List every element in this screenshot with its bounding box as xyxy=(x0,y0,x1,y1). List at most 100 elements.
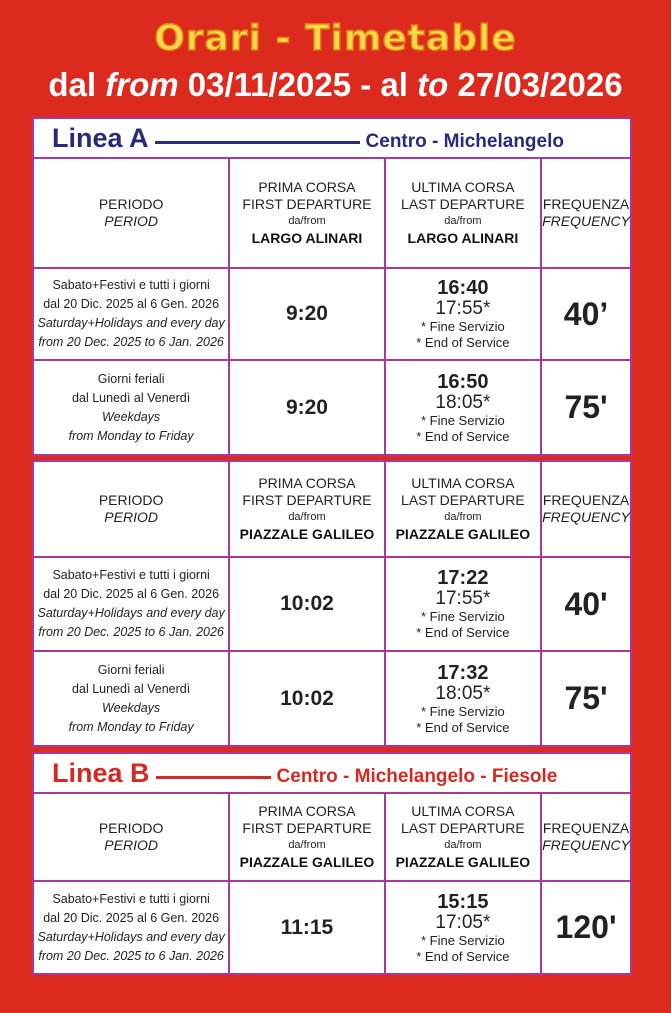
line-name: Linea B xyxy=(52,757,150,788)
period-en-dates: from 20 Dec. 2025 to 6 Jan. 2026 xyxy=(38,335,224,349)
period-it: Giorni feriali xyxy=(97,662,165,677)
period-cell: Giorni feriali dal Lunedì al Venerdì Weekd… xyxy=(31,359,231,456)
end-of-service-note: * End of Service xyxy=(416,625,510,640)
period-header: PERIODO PERIOD xyxy=(31,157,231,269)
line-divider xyxy=(155,775,271,779)
first-departure-time: 10:02 xyxy=(228,650,386,747)
timetable-section: Linea B Centro - Michelangelo - Fiesole PE… xyxy=(31,752,632,975)
first-departure-time: 10:02 xyxy=(228,556,386,652)
last-departure-cell: 17:32 18:05* * Fine Servizio * End of Servi… xyxy=(383,650,543,747)
dafrom-label: da/from xyxy=(288,511,326,523)
first-label: FIRST DEPARTURE xyxy=(242,820,372,836)
period-en: Saturday+Holidays and every day xyxy=(37,316,225,330)
fine-servizio-note: * Fine Servizio xyxy=(420,609,505,624)
frequenza-label: FREQUENZA xyxy=(542,492,630,508)
origin-stop: PIAZZALE GALILEO xyxy=(395,854,531,870)
period-cell: Sabato+Festivi e tutti i giorni dal 20 Di… xyxy=(31,556,231,652)
frequency-header: FREQUENZA FREQUENCY xyxy=(540,460,632,558)
last-departure-cell: 17:22 17:55* * Fine Servizio * End of Servi… xyxy=(383,556,543,652)
frequency-label: FREQUENCY xyxy=(542,213,630,229)
origin-stop: LARGO ALINARI xyxy=(251,230,363,246)
period-it-dates: dal 20 Dic. 2025 al 6 Gen. 2026 xyxy=(43,910,220,925)
dafrom-label: da/from xyxy=(288,215,326,227)
last-departure-time: 15:15 xyxy=(437,890,489,913)
ultima-label: ULTIMA CORSA xyxy=(411,179,515,195)
header-row: PERIODO PERIOD PRIMA CORSA FIRST DEPARTURE d… xyxy=(31,792,632,882)
end-of-service-note: * End of Service xyxy=(416,719,510,735)
period-label: PERIOD xyxy=(104,837,158,853)
first-departure-time: 9:20 xyxy=(228,267,386,361)
periodo-label: PERIODO xyxy=(98,492,164,508)
end-of-service-time: 18:05* xyxy=(435,682,491,704)
table-row: Giorni feriali dal Lunedì al Venerdì Weekd… xyxy=(31,650,632,747)
table-row: Giorni feriali dal Lunedì al Venerdì Weekd… xyxy=(31,359,632,456)
header-row: PERIODO PERIOD PRIMA CORSA FIRST DEPARTURE d… xyxy=(31,460,632,558)
origin-stop: PIAZZALE GALILEO xyxy=(239,854,375,870)
end-of-service-time: 17:55* xyxy=(435,298,491,319)
period-cell: Giorni feriali dal Lunedì al Venerdì Weekd… xyxy=(31,650,231,747)
frequency-value: 75' xyxy=(540,359,632,456)
frequency-value: 40’ xyxy=(540,267,632,361)
last-departure-header: ULTIMA CORSA LAST DEPARTURE da/from PIAZZAL… xyxy=(383,460,543,558)
dal-label: dal xyxy=(48,66,97,103)
ultima-label: ULTIMA CORSA xyxy=(411,803,515,819)
last-label: LAST DEPARTURE xyxy=(401,492,525,508)
last-label: LAST DEPARTURE xyxy=(401,196,525,212)
table-row: Sabato+Festivi e tutti i giorni dal 20 Di… xyxy=(31,556,632,652)
period-header: PERIODO PERIOD xyxy=(31,792,231,882)
last-departure-time: 16:40 xyxy=(437,277,489,299)
validity-dates: dal from 03/11/2025 - al to 27/03/2026 xyxy=(0,66,671,104)
period-label: PERIOD xyxy=(104,509,158,525)
header-row: PERIODO PERIOD PRIMA CORSA FIRST DEPARTURE d… xyxy=(31,157,632,269)
ultima-label: ULTIMA CORSA xyxy=(411,475,515,491)
periodo-label: PERIODO xyxy=(98,820,164,836)
frequency-header: FREQUENZA FREQUENCY xyxy=(540,792,632,882)
table-row: Sabato+Festivi e tutti i giorni dal 20 Di… xyxy=(31,267,632,361)
first-departure-time: 9:20 xyxy=(228,359,386,456)
frequency-value: 40' xyxy=(540,556,632,652)
periodo-label: PERIODO xyxy=(98,196,164,212)
period-header: PERIODO PERIOD xyxy=(31,460,231,558)
period-it: Giorni feriali xyxy=(97,371,165,386)
last-departure-cell: 15:15 17:05* * Fine Servizio * End of Servi… xyxy=(383,880,543,975)
line-name: Linea A xyxy=(52,122,149,153)
period-en: Saturday+Holidays and every day xyxy=(37,929,225,944)
frequenza-label: FREQUENZA xyxy=(542,196,630,212)
period-cell: Sabato+Festivi e tutti i giorni dal 20 Di… xyxy=(31,880,231,975)
period-it: Sabato+Festivi e tutti i giorni xyxy=(52,278,210,292)
period-en-dates: from Monday to Friday xyxy=(68,428,194,443)
last-label: LAST DEPARTURE xyxy=(401,820,525,836)
frequenza-label: FREQUENZA xyxy=(542,820,630,836)
line-header: Linea B Centro - Michelangelo - Fiesole xyxy=(32,752,632,794)
frequency-label: FREQUENCY xyxy=(542,509,630,525)
period-en: Weekdays xyxy=(102,700,161,715)
start-date: 03/11/2025 - al xyxy=(187,66,408,103)
period-en-dates: from Monday to Friday xyxy=(68,719,194,734)
period-cell: Sabato+Festivi e tutti i giorni dal 20 Di… xyxy=(31,267,231,361)
last-departure-time: 17:22 xyxy=(437,567,489,589)
origin-stop: LARGO ALINARI xyxy=(407,230,519,246)
period-en-dates: from 20 Dec. 2025 to 6 Jan. 2026 xyxy=(38,625,224,639)
end-of-service-note: * End of Service xyxy=(416,948,510,964)
fine-servizio-note: * Fine Servizio xyxy=(420,703,505,719)
dafrom-label: da/from xyxy=(444,511,482,523)
period-it-dates: dal 20 Dic. 2025 al 6 Gen. 2026 xyxy=(43,587,220,601)
origin-stop: PIAZZALE GALILEO xyxy=(239,526,375,542)
period-en-dates: from 20 Dec. 2025 to 6 Jan. 2026 xyxy=(38,948,224,963)
timetable-section: Linea A Centro - Michelangelo PERIODO PERIO… xyxy=(31,117,632,456)
line-divider xyxy=(154,140,360,144)
origin-stop: PIAZZALE GALILEO xyxy=(395,526,531,542)
period-en: Weekdays xyxy=(102,409,161,424)
prima-label: PRIMA CORSA xyxy=(258,803,356,819)
last-departure-time: 16:50 xyxy=(437,370,489,393)
period-it: Sabato+Festivi e tutti i giorni xyxy=(52,891,210,906)
from-label: from xyxy=(105,66,179,103)
first-departure-header: PRIMA CORSA FIRST DEPARTURE da/from PIAZZAL… xyxy=(228,460,386,558)
prima-label: PRIMA CORSA xyxy=(258,475,356,491)
first-label: FIRST DEPARTURE xyxy=(242,492,372,508)
period-en: Saturday+Holidays and every day xyxy=(37,606,225,620)
period-it-dates: dal Lunedì al Venerdì xyxy=(72,390,191,405)
dafrom-label: da/from xyxy=(444,215,482,227)
period-it-dates: dal Lunedì al Venerdì xyxy=(72,681,191,696)
line-route: Centro - Michelangelo - Fiesole xyxy=(276,765,558,787)
